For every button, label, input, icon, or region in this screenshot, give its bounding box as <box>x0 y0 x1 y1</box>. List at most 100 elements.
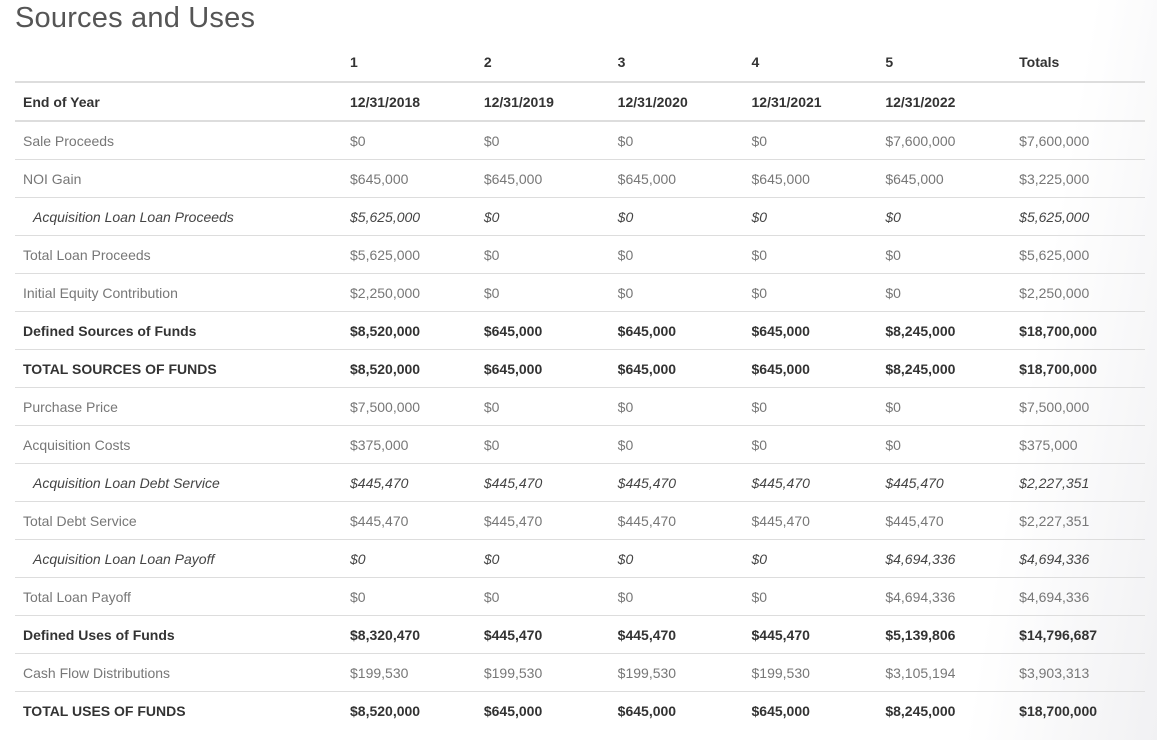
total-cell: $3,903,313 <box>1011 653 1145 692</box>
header-blank <box>15 43 343 83</box>
column-header: 4 <box>743 43 878 83</box>
total-cell: $2,227,351 <box>1011 463 1145 502</box>
row-label: Acquisition Loan Loan Payoff <box>15 539 343 578</box>
value-cell: $7,500,000 <box>342 387 476 426</box>
year-end-date: 12/31/2021 <box>743 82 878 122</box>
value-cell: $445,470 <box>475 463 610 502</box>
value-cell: $8,520,000 <box>350 702 421 719</box>
value-cell: $0 <box>877 425 1012 464</box>
row-label: Defined Uses of Funds <box>15 615 343 654</box>
value-cell: $445,470 <box>743 615 878 654</box>
value-cell: $445,470 <box>877 463 1012 502</box>
total-cell: $14,796,687 <box>1011 615 1145 654</box>
value-cell: $645,000 <box>475 159 610 198</box>
row-label: TOTAL SOURCES OF FUNDS <box>15 349 343 388</box>
value-cell: $8,320,470 <box>342 615 476 654</box>
value-cell: $445,470 <box>342 501 476 540</box>
value-cell: $8,245,000 <box>885 702 956 719</box>
value-cell: $8,520,000 <box>342 311 476 350</box>
total-cell: $18,700,000 <box>1011 349 1145 388</box>
value-cell: $4,694,336 <box>877 577 1012 616</box>
row-label: Total Debt Service <box>15 501 343 540</box>
row-label: Initial Equity Contribution <box>15 273 343 312</box>
value-cell: $0 <box>475 273 610 312</box>
value-cell: $645,000 <box>475 311 610 350</box>
value-cell: $445,470 <box>743 463 878 502</box>
value-cell: $0 <box>609 577 744 616</box>
table-row: Cash Flow Distributions $199,530 $199,530 $… <box>15 653 1145 692</box>
value-cell: $0 <box>342 539 476 578</box>
year-end-date: 12/31/2018 <box>342 82 476 122</box>
value-cell: $0 <box>475 387 610 426</box>
total-cell: $4,694,336 <box>1011 577 1145 616</box>
year-end-date: 12/31/2019 <box>475 82 610 122</box>
table-row: Total Loan Proceeds $5,625,000 $0 $0 $0 $0 $5,… <box>15 235 1145 274</box>
total-cell: $2,250,000 <box>1011 273 1145 312</box>
table-row: Acquisition Loan Debt Service $445,470 $44… <box>15 463 1145 502</box>
total-cell: $18,700,000 <box>1019 702 1098 719</box>
value-cell: $3,105,194 <box>877 653 1012 692</box>
column-header: 1 <box>342 43 476 83</box>
period-header-row: 1 2 3 4 5 Totals <box>15 43 1145 83</box>
table-body: Sale Proceeds $0 $0 $0 $0 $7,600,000 $7,600,00… <box>15 121 1145 729</box>
total-cell: $5,625,000 <box>1011 235 1145 274</box>
table-row: Sale Proceeds $0 $0 $0 $0 $7,600,000 $7,600,00… <box>15 121 1145 160</box>
value-cell: $0 <box>475 121 610 160</box>
value-cell: $645,000 <box>751 702 810 719</box>
column-header: 5 <box>877 43 1012 83</box>
value-cell: $0 <box>609 425 744 464</box>
value-cell: $645,000 <box>743 349 878 388</box>
value-cell: $0 <box>877 273 1012 312</box>
value-cell: $0 <box>475 425 610 464</box>
value-cell: $0 <box>609 121 744 160</box>
value-cell: $445,470 <box>475 615 610 654</box>
value-cell: $199,530 <box>475 653 610 692</box>
row-label: TOTAL USES OF FUNDS <box>23 702 186 719</box>
row-label: Acquisition Loan Loan Proceeds <box>15 197 343 236</box>
year-end-date: 12/31/2020 <box>609 82 744 122</box>
row-label: Total Loan Proceeds <box>15 235 343 274</box>
total-cell: $3,225,000 <box>1011 159 1145 198</box>
value-cell: $445,470 <box>609 463 744 502</box>
row-label: Purchase Price <box>15 387 343 426</box>
value-cell: $645,000 <box>617 702 677 719</box>
value-cell: $645,000 <box>609 311 744 350</box>
row-label: Sale Proceeds <box>15 121 343 160</box>
total-cell: $2,227,351 <box>1011 501 1145 540</box>
total-cell: $18,700,000 <box>1011 311 1145 350</box>
value-cell: $0 <box>743 273 878 312</box>
value-cell: $7,600,000 <box>877 121 1012 160</box>
table-row: Acquisition Costs $375,000 $0 $0 $0 $0 $375,00… <box>15 425 1145 464</box>
value-cell: $445,470 <box>609 615 744 654</box>
table-row: Total Debt Service $445,470 $445,470 $445,4… <box>15 501 1145 540</box>
table-row: TOTAL SOURCES OF FUNDS $8,520,000 $645,000… <box>15 349 1145 388</box>
value-cell: $4,694,336 <box>877 539 1012 578</box>
sources-uses-table: 1 2 3 4 5 Totals End of Year 12/31/2018 … <box>15 43 1145 729</box>
row-label: NOI Gain <box>15 159 343 198</box>
total-cell: $4,694,336 <box>1011 539 1145 578</box>
value-cell: $0 <box>743 121 878 160</box>
row-label: Total Loan Payoff <box>15 577 343 616</box>
value-cell: $8,520,000 <box>342 349 476 388</box>
value-cell: $645,000 <box>342 159 476 198</box>
value-cell: $5,625,000 <box>342 235 476 274</box>
value-cell: $0 <box>609 197 744 236</box>
value-cell: $445,470 <box>342 463 476 502</box>
value-cell: $445,470 <box>877 501 1012 540</box>
table-row: Acquisition Loan Loan Proceeds $5,625,000… <box>15 197 1145 236</box>
value-cell: $645,000 <box>743 311 878 350</box>
value-cell: $0 <box>743 539 878 578</box>
table-row: Purchase Price $7,500,000 $0 $0 $0 $0 $7,500,0… <box>15 387 1145 426</box>
value-cell: $0 <box>743 197 878 236</box>
table-row: NOI Gain $645,000 $645,000 $645,000 $645,000… <box>15 159 1145 198</box>
column-header: 2 <box>475 43 610 83</box>
value-cell: $0 <box>609 235 744 274</box>
total-cell: $7,500,000 <box>1011 387 1145 426</box>
year-end-date <box>1011 82 1145 122</box>
value-cell: $0 <box>743 425 878 464</box>
table-row: Initial Equity Contribution $2,250,000 $0 $… <box>15 273 1145 312</box>
value-cell: $645,000 <box>483 702 543 719</box>
table-row: Total Loan Payoff $0 $0 $0 $0 $4,694,336 $4,69… <box>15 577 1145 616</box>
value-cell: $445,470 <box>475 501 610 540</box>
value-cell: $0 <box>609 539 744 578</box>
